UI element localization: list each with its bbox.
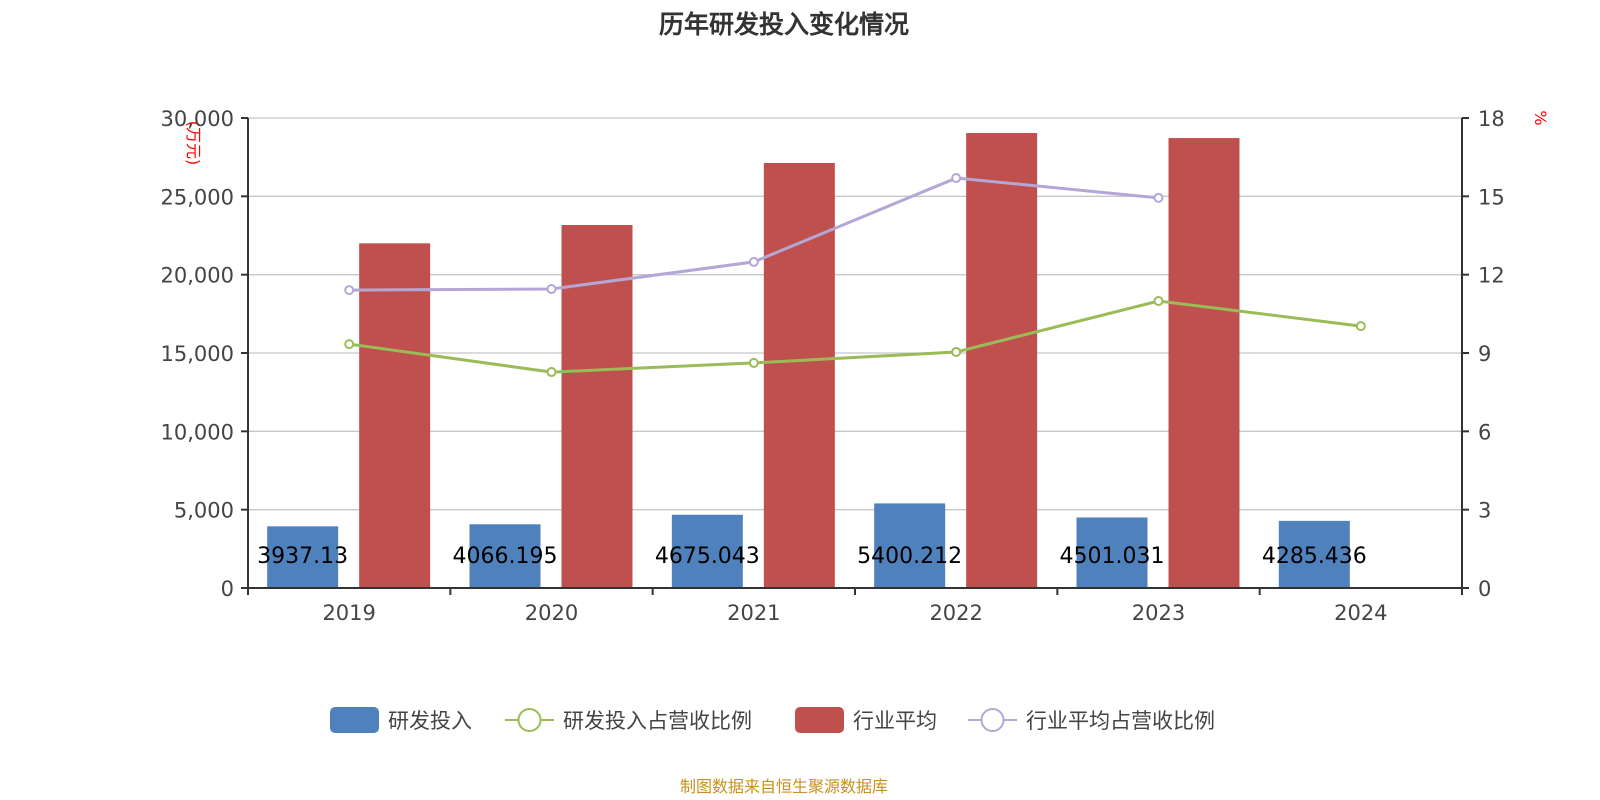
left-tick-label: 5,000 bbox=[174, 499, 234, 523]
bar-rd-investment bbox=[671, 514, 743, 588]
line-point bbox=[951, 173, 962, 184]
right-tick-label: 6 bbox=[1478, 420, 1491, 444]
bar-rd-investment bbox=[267, 526, 339, 588]
line-point bbox=[546, 284, 557, 295]
line-point bbox=[748, 357, 759, 368]
x-tick-label: 2024 bbox=[1334, 601, 1387, 625]
legend-marker-icon bbox=[517, 708, 542, 732]
left-tick-label: 30,000 bbox=[161, 107, 234, 131]
bar-data-label: 4675.043 bbox=[655, 544, 760, 569]
right-tick-label: 9 bbox=[1478, 342, 1491, 366]
line-point bbox=[1153, 192, 1164, 203]
chart-title: 历年研发投入变化情况 bbox=[659, 10, 909, 39]
left-tick-label: 20,000 bbox=[161, 264, 234, 288]
left-tick-label: 0 bbox=[221, 577, 234, 601]
bar-data-label: 3937.13 bbox=[257, 544, 348, 569]
line-point bbox=[748, 256, 759, 267]
x-tick-label: 2021 bbox=[727, 601, 780, 625]
right-tick-label: 18 bbox=[1478, 107, 1505, 131]
bar-rd-investment bbox=[1278, 520, 1350, 588]
left-axis-label: (万元) bbox=[184, 121, 203, 166]
source-note: 制图数据来自恒生聚源数据库 bbox=[680, 777, 888, 796]
bar-data-label: 4501.031 bbox=[1060, 544, 1165, 569]
bar-data-label: 5400.212 bbox=[857, 544, 962, 569]
line-point bbox=[1153, 296, 1164, 307]
line-series-1 bbox=[348, 299, 1362, 374]
x-tick-label: 2022 bbox=[929, 601, 982, 625]
line-point bbox=[1355, 321, 1366, 332]
bar-industry-average bbox=[359, 243, 431, 589]
legend-label: 行业平均占营收比例 bbox=[1026, 709, 1215, 733]
bar-rd-investment bbox=[1076, 517, 1148, 588]
bar-industry-average bbox=[966, 133, 1038, 589]
line-point bbox=[951, 346, 962, 357]
bar-data-label: 4285.436 bbox=[1262, 544, 1367, 569]
left-tick-label: 25,000 bbox=[161, 185, 234, 209]
right-tick-label: 15 bbox=[1478, 185, 1505, 209]
right-axis-label: % bbox=[1531, 110, 1550, 125]
legend-label: 行业平均 bbox=[853, 709, 937, 733]
x-tick-label: 2023 bbox=[1132, 601, 1185, 625]
legend-label: 研发投入占营收比例 bbox=[563, 709, 752, 733]
bar-industry-average bbox=[1168, 138, 1240, 588]
right-tick-label: 12 bbox=[1478, 264, 1505, 288]
line-point bbox=[344, 339, 355, 350]
bar-industry-average bbox=[763, 162, 835, 589]
bar-rd-investment bbox=[874, 503, 946, 588]
right-tick-label: 3 bbox=[1478, 499, 1491, 523]
bar-data-label: 4066.195 bbox=[453, 544, 558, 569]
legend-bar-swatch-icon bbox=[330, 707, 379, 733]
right-tick-label: 0 bbox=[1478, 577, 1491, 601]
left-tick-label: 10,000 bbox=[161, 420, 234, 444]
line-point bbox=[546, 367, 557, 378]
left-tick-label: 15,000 bbox=[161, 342, 234, 366]
legend-marker-icon bbox=[980, 708, 1005, 732]
bar-rd-investment bbox=[469, 524, 541, 588]
legend-bar-swatch-icon bbox=[795, 707, 844, 733]
legend-label: 研发投入 bbox=[388, 709, 472, 733]
line-point bbox=[344, 285, 355, 296]
x-tick-label: 2020 bbox=[525, 601, 578, 625]
x-tick-label: 2019 bbox=[322, 601, 375, 625]
